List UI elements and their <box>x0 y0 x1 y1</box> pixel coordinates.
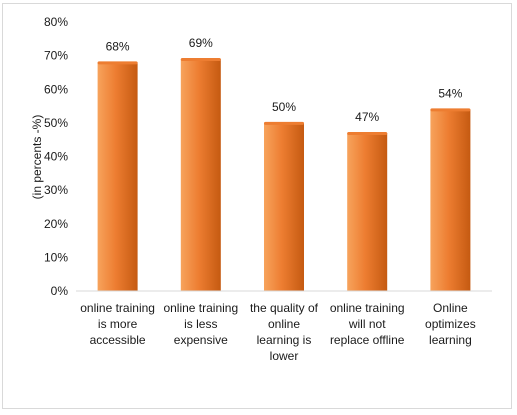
y-tick-label: 10% <box>44 250 68 264</box>
bar <box>430 109 471 291</box>
y-axis-label: (in percents -%) <box>30 115 44 200</box>
y-tick-label: 40% <box>44 150 68 164</box>
y-tick-label: 70% <box>44 49 68 63</box>
chart-frame <box>2 3 512 409</box>
bars <box>97 57 471 291</box>
bar <box>264 122 304 291</box>
y-tick-label: 0% <box>51 284 69 298</box>
bar-top-edge <box>430 108 471 112</box>
y-tick-label: 30% <box>44 183 68 197</box>
y-tick-label: 50% <box>44 116 68 130</box>
y-axis-ticks: 0% 10% 20% 30% 40% 50% 60% 70% 80% <box>44 15 68 298</box>
x-tick-label: Online optimizes learning <box>425 301 476 347</box>
bar-value-label: 47% <box>355 110 379 124</box>
x-tick-label: online training is less expensive <box>163 301 238 347</box>
bar-value-label: 68% <box>106 39 130 53</box>
bar-top-edge <box>180 57 221 61</box>
data-labels: 68% 69% 50% 47% 54% <box>106 36 463 124</box>
bar-top-edge <box>347 131 388 135</box>
y-tick-label: 20% <box>44 217 68 231</box>
y-tick-label: 80% <box>44 15 68 29</box>
bar <box>347 132 388 291</box>
bar <box>180 58 221 291</box>
x-tick-label: online training is more accessible <box>80 301 155 347</box>
bar-top-edge <box>264 121 304 125</box>
bar-value-label: 54% <box>438 86 462 100</box>
bar-top-edge <box>97 61 138 65</box>
x-tick-label: the quality of online learning is lower <box>250 301 319 363</box>
bar-value-label: 50% <box>272 100 296 114</box>
bar-value-label: 69% <box>189 36 213 50</box>
y-tick-label: 60% <box>44 82 68 96</box>
x-tick-label: online training will not replace offline <box>330 301 405 347</box>
bar <box>97 62 138 291</box>
